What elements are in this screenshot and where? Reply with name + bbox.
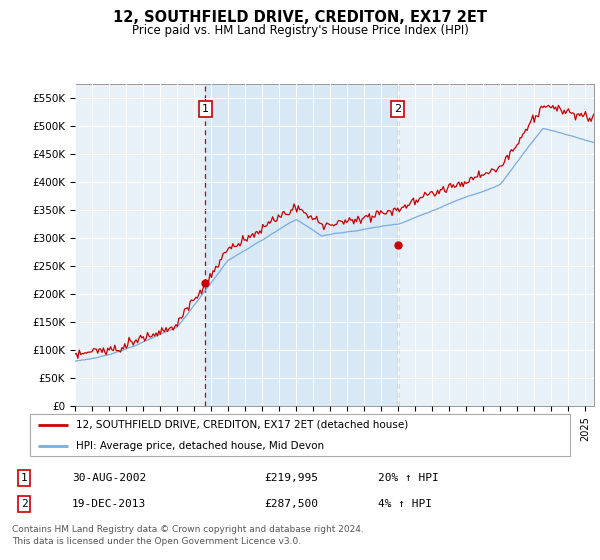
Text: 30-AUG-2002: 30-AUG-2002 xyxy=(72,473,146,483)
Text: £219,995: £219,995 xyxy=(264,473,318,483)
Bar xyxy=(205,84,398,406)
Text: Price paid vs. HM Land Registry's House Price Index (HPI): Price paid vs. HM Land Registry's House … xyxy=(131,24,469,36)
Text: This data is licensed under the Open Government Licence v3.0.: This data is licensed under the Open Gov… xyxy=(12,538,301,547)
Text: 1: 1 xyxy=(20,473,28,483)
Text: 19-DEC-2013: 19-DEC-2013 xyxy=(72,498,146,508)
Text: HPI: Average price, detached house, Mid Devon: HPI: Average price, detached house, Mid … xyxy=(76,441,324,451)
Text: 12, SOUTHFIELD DRIVE, CREDITON, EX17 2ET: 12, SOUTHFIELD DRIVE, CREDITON, EX17 2ET xyxy=(113,10,487,25)
FancyBboxPatch shape xyxy=(30,414,570,456)
Text: 2: 2 xyxy=(394,104,401,114)
Text: £287,500: £287,500 xyxy=(264,498,318,508)
Text: 4% ↑ HPI: 4% ↑ HPI xyxy=(378,498,432,508)
Text: Contains HM Land Registry data © Crown copyright and database right 2024.: Contains HM Land Registry data © Crown c… xyxy=(12,525,364,534)
Text: 20% ↑ HPI: 20% ↑ HPI xyxy=(378,473,439,483)
Text: 2: 2 xyxy=(20,498,28,508)
Text: 1: 1 xyxy=(202,104,209,114)
Text: 12, SOUTHFIELD DRIVE, CREDITON, EX17 2ET (detached house): 12, SOUTHFIELD DRIVE, CREDITON, EX17 2ET… xyxy=(76,420,408,430)
